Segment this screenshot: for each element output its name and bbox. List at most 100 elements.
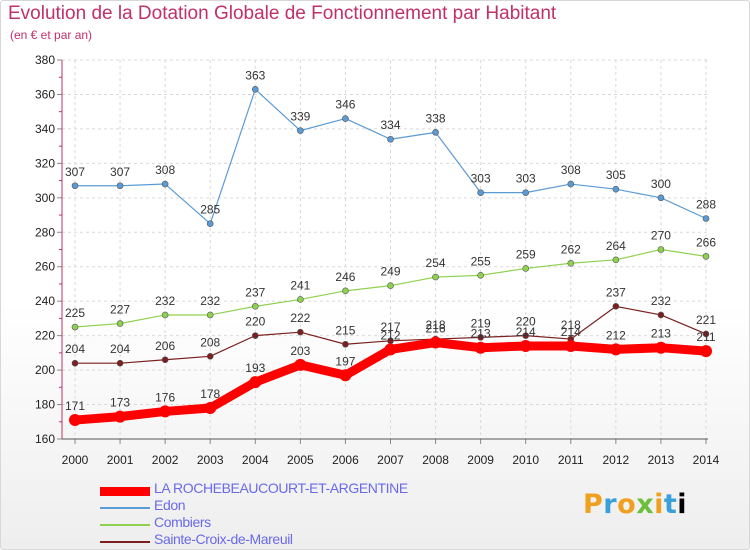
legend-swatch-sainte-croix [100,541,150,543]
data-label-combiers-2000: 225 [65,306,85,320]
point-sainte-croix-de-mareuil-2001 [116,359,124,367]
data-label-la-rochebeaucourt-et-argentine-2004: 193 [245,361,265,375]
x-tick-label-2011: 2011 [558,453,584,467]
point-la-rochebeaucourt-et-argentine-2009 [474,341,487,354]
x-tick-label-2010: 2010 [512,453,539,467]
data-label-sainte-croix-de-mareuil-2006: 215 [335,323,355,337]
point-combiers-2007 [387,282,394,289]
data-label-la-rochebeaucourt-et-argentine-2014: 211 [696,330,715,344]
y-tick-label-280: 280 [35,225,55,239]
point-combiers-2002 [161,311,169,319]
point-edon-2005 [297,127,304,134]
y-tick-label-220: 220 [35,329,55,343]
data-label-combiers-2012: 264 [606,239,626,253]
x-tick-label-2004: 2004 [242,453,269,467]
point-combiers-2001 [116,320,124,327]
data-label-combiers-2013: 270 [651,229,671,243]
point-la-rochebeaucourt-et-argentine-2003 [204,401,217,414]
point-combiers-2010 [522,265,530,272]
x-tick-label-2002: 2002 [152,453,179,467]
data-label-la-rochebeaucourt-et-argentine-2007: 212 [380,328,400,342]
y-tick-label-300: 300 [35,191,55,205]
point-la-rochebeaucourt-et-argentine-2006 [339,369,352,382]
point-edon-2012 [612,185,620,193]
point-sainte-croix-de-mareuil-2012 [612,303,620,310]
point-combiers-2009 [477,272,484,279]
point-edon-2002 [161,180,169,188]
data-label-edon-2008: 338 [426,111,446,125]
data-label-la-rochebeaucourt-et-argentine-2001: 173 [110,396,130,410]
point-la-rochebeaucourt-et-argentine-2007 [384,343,397,356]
x-tick-label-2003: 2003 [197,453,224,467]
point-la-rochebeaucourt-et-argentine-2001 [114,410,127,423]
point-sainte-croix-de-mareuil-2005 [297,328,304,336]
data-label-combiers-2003: 232 [200,294,220,308]
data-label-edon-2006: 346 [335,98,355,112]
x-tick-label-2006: 2006 [332,453,359,467]
data-label-sainte-croix-de-mareuil-2001: 204 [110,342,130,356]
data-label-la-rochebeaucourt-et-argentine-2003: 178 [200,387,220,401]
data-label-edon-2013: 300 [651,177,671,191]
data-label-combiers-2002: 232 [155,294,175,308]
legend-label-sainte-croix: Sainte-Croix-de-Mareuil [154,531,293,547]
legend-label-combiers: Combiers [154,514,211,530]
x-tick-label-2013: 2013 [648,453,675,467]
data-label-la-rochebeaucourt-et-argentine-2005: 203 [290,344,310,358]
data-label-sainte-croix-de-mareuil-2005: 222 [290,311,310,325]
chart-subtitle: (en € et par an) [10,28,93,42]
data-label-sainte-croix-de-mareuil-2010: 220 [516,315,536,329]
point-edon-2006 [342,115,349,122]
data-label-la-rochebeaucourt-et-argentine-2000: 171 [65,399,85,413]
data-label-edon-2005: 339 [290,110,310,124]
point-la-rochebeaucourt-et-argentine-2008 [429,336,442,349]
point-sainte-croix-de-mareuil-2014 [702,330,710,338]
data-label-edon-2009: 303 [471,172,491,186]
data-label-edon-2010: 303 [516,172,536,186]
point-edon-2009 [477,189,484,196]
x-tick-label-2014: 2014 [693,453,720,467]
data-label-edon-2014: 288 [696,197,716,211]
data-label-sainte-croix-de-mareuil-2004: 220 [245,315,265,329]
legend-swatch-la-rochebeaucourt [100,487,150,496]
point-combiers-2004 [251,303,259,310]
point-la-rochebeaucourt-et-argentine-2004 [249,376,262,389]
point-combiers-2003 [206,311,214,319]
data-label-sainte-croix-de-mareuil-2011: 218 [561,318,581,332]
point-sainte-croix-de-mareuil-2006 [342,340,349,348]
data-label-sainte-croix-de-mareuil-2009: 219 [471,316,491,330]
data-label-edon-2007: 334 [380,118,400,132]
point-la-rochebeaucourt-et-argentine-2011 [564,339,577,352]
point-combiers-2005 [297,296,304,303]
y-tick-label-180: 180 [35,398,55,412]
legend-swatch-combiers [100,524,150,526]
point-sainte-croix-de-mareuil-2009 [477,334,484,341]
point-la-rochebeaucourt-et-argentine-2013 [654,341,667,354]
point-la-rochebeaucourt-et-argentine-2010 [519,339,532,352]
data-label-edon-2004: 363 [245,68,265,82]
data-label-combiers-2010: 259 [516,247,536,261]
chart-title: Evolution de la Dotation Globale de Fonc… [8,3,557,24]
point-edon-2004 [251,85,259,93]
point-edon-2011 [567,180,575,188]
y-tick-label-360: 360 [35,87,55,101]
y-tick-label-320: 320 [35,156,55,170]
data-label-sainte-croix-de-mareuil-2014: 221 [696,313,716,327]
data-label-sainte-croix-de-mareuil-2012: 237 [606,285,626,299]
data-label-combiers-2007: 249 [380,265,400,279]
x-tick-label-2008: 2008 [422,453,449,467]
x-tick-label-2007: 2007 [377,453,404,467]
point-sainte-croix-de-mareuil-2000 [71,359,79,367]
data-label-la-rochebeaucourt-et-argentine-2013: 213 [651,327,671,341]
x-tick-label-2000: 2000 [62,453,89,467]
data-label-combiers-2009: 255 [471,254,491,268]
data-label-sainte-croix-de-mareuil-2013: 232 [651,294,671,308]
data-label-combiers-2006: 246 [335,270,355,284]
point-combiers-2013 [657,246,665,253]
point-combiers-2012 [612,256,620,264]
data-label-combiers-2011: 262 [561,242,581,256]
data-label-sainte-croix-de-mareuil-2008: 218 [426,318,446,332]
point-edon-2007 [387,135,394,143]
data-label-sainte-croix-de-mareuil-2003: 208 [200,335,220,349]
